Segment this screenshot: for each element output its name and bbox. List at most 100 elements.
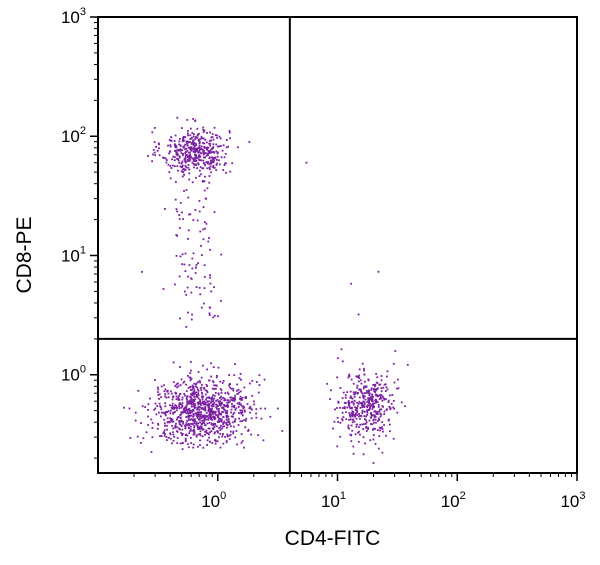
event-dot bbox=[281, 430, 284, 432]
event-dot bbox=[208, 314, 211, 316]
event-dot bbox=[392, 400, 395, 402]
event-dot bbox=[215, 384, 218, 387]
event-dot bbox=[188, 401, 191, 404]
event-dot bbox=[375, 399, 378, 402]
event-dot bbox=[209, 418, 212, 421]
event-dot bbox=[176, 149, 179, 152]
event-dot bbox=[377, 405, 380, 408]
event-dot bbox=[206, 385, 209, 387]
event-dot bbox=[193, 428, 195, 431]
event-dot bbox=[372, 462, 375, 464]
event-dot bbox=[384, 390, 387, 393]
event-dot bbox=[343, 407, 346, 410]
event-dot bbox=[194, 412, 197, 415]
event-dot bbox=[362, 395, 364, 398]
event-dot bbox=[210, 422, 213, 425]
event-dot bbox=[174, 424, 177, 427]
event-dot bbox=[206, 432, 208, 434]
event-dot bbox=[204, 433, 206, 436]
event-dot bbox=[178, 275, 181, 278]
event-dot bbox=[373, 410, 376, 413]
event-dot bbox=[214, 417, 217, 420]
event-dot bbox=[184, 426, 187, 428]
event-dot bbox=[187, 426, 190, 429]
event-dot bbox=[181, 433, 184, 435]
event-dot bbox=[211, 387, 214, 390]
event-dot bbox=[200, 244, 202, 247]
event-dot bbox=[151, 131, 154, 134]
event-dot bbox=[187, 418, 190, 420]
event-dot bbox=[342, 416, 345, 418]
event-dot bbox=[190, 389, 193, 392]
event-dot bbox=[361, 410, 364, 413]
event-dot bbox=[204, 424, 207, 427]
event-dot bbox=[326, 382, 329, 385]
event-dot bbox=[179, 156, 181, 159]
event-dot bbox=[198, 175, 201, 177]
event-dot bbox=[163, 434, 166, 437]
event-dot bbox=[208, 163, 211, 166]
event-dot bbox=[372, 438, 375, 441]
event-dot bbox=[334, 408, 336, 411]
event-dot bbox=[371, 393, 374, 396]
event-dot bbox=[223, 420, 226, 423]
event-dot bbox=[183, 290, 186, 293]
x-tick-label: 100 bbox=[201, 490, 226, 511]
event-dot bbox=[207, 146, 210, 149]
event-dot bbox=[195, 421, 198, 424]
event-dot bbox=[195, 383, 197, 386]
event-dot bbox=[191, 257, 194, 260]
event-dot bbox=[192, 387, 195, 390]
event-dot bbox=[195, 264, 198, 266]
event-dot bbox=[178, 420, 181, 422]
event-dot bbox=[205, 398, 207, 401]
event-dot bbox=[209, 151, 212, 154]
event-dot bbox=[182, 139, 185, 142]
event-dot bbox=[194, 138, 197, 140]
event-dot bbox=[216, 134, 218, 137]
event-dot bbox=[203, 264, 206, 267]
event-dot bbox=[183, 380, 186, 383]
event-dot bbox=[375, 394, 378, 396]
event-dot bbox=[372, 421, 375, 424]
event-dot bbox=[179, 201, 182, 204]
event-dot bbox=[232, 415, 234, 418]
event-dot bbox=[341, 418, 344, 420]
event-dot bbox=[204, 418, 207, 421]
event-dot bbox=[382, 430, 384, 433]
event-dot bbox=[211, 136, 214, 138]
event-dot bbox=[250, 417, 253, 420]
event-dot bbox=[337, 421, 340, 423]
event-dot bbox=[406, 363, 409, 366]
event-dot bbox=[195, 286, 198, 288]
event-dot bbox=[206, 132, 208, 134]
event-dot bbox=[336, 416, 339, 419]
event-dot bbox=[180, 162, 183, 164]
event-dot bbox=[383, 413, 386, 415]
event-dot bbox=[368, 392, 371, 394]
event-dot bbox=[391, 394, 394, 396]
event-dot bbox=[385, 386, 388, 389]
event-dot bbox=[174, 198, 177, 201]
event-dot bbox=[196, 148, 199, 151]
event-dot bbox=[366, 400, 369, 403]
event-dot bbox=[187, 134, 189, 137]
event-dot bbox=[200, 413, 203, 416]
event-dot bbox=[193, 430, 196, 433]
event-dot bbox=[346, 406, 349, 409]
event-dot bbox=[196, 136, 199, 139]
event-dot bbox=[361, 392, 364, 395]
event-dot bbox=[209, 131, 211, 134]
event-dot bbox=[178, 403, 181, 406]
event-dot bbox=[242, 405, 245, 408]
event-dot bbox=[239, 390, 242, 393]
event-dot bbox=[236, 402, 239, 405]
event-dot bbox=[158, 154, 161, 157]
event-dot bbox=[198, 159, 201, 162]
event-dot bbox=[374, 388, 377, 391]
event-dot bbox=[176, 154, 179, 157]
event-dot bbox=[230, 396, 233, 399]
event-dot bbox=[201, 417, 203, 419]
event-dot bbox=[189, 396, 192, 399]
